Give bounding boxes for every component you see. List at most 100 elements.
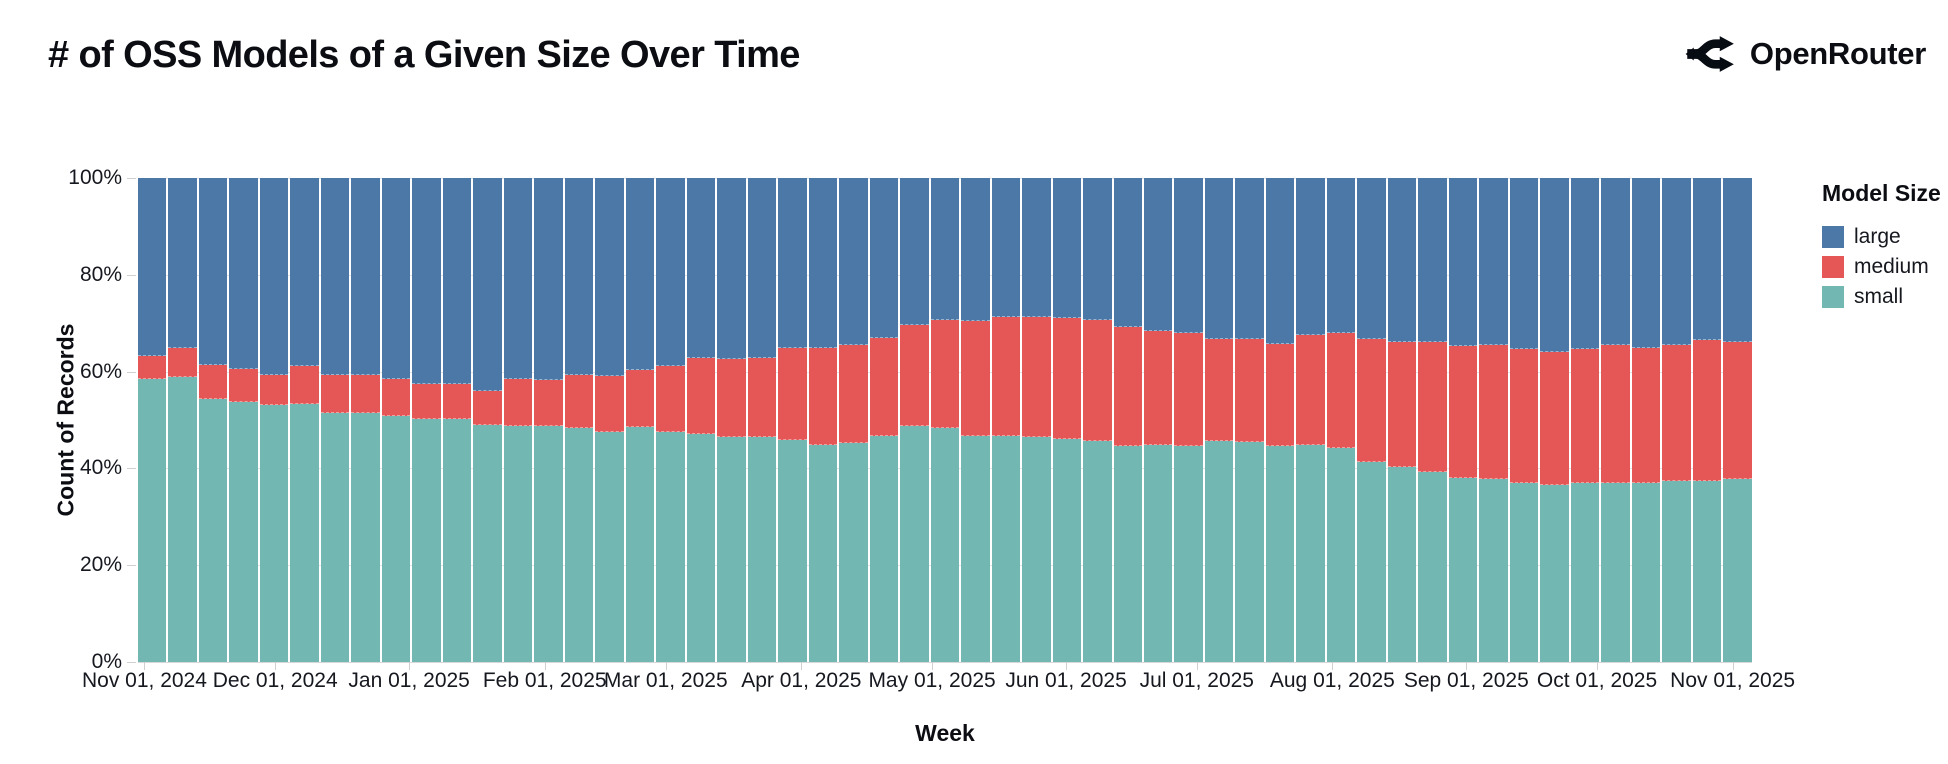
week-bar[interactable]	[412, 178, 441, 662]
week-bar[interactable]	[900, 178, 929, 662]
bar-segment-large[interactable]	[991, 178, 1021, 317]
week-bar[interactable]	[1479, 178, 1508, 662]
week-bar[interactable]	[1083, 178, 1112, 662]
bar-segment-medium[interactable]	[1265, 343, 1295, 446]
bar-segment-small[interactable]	[1265, 445, 1295, 662]
bar-segment-large[interactable]	[1113, 178, 1142, 328]
bar-segment-large[interactable]	[595, 178, 624, 376]
bar-segment-medium[interactable]	[1357, 338, 1386, 463]
bar-segment-small[interactable]	[1601, 482, 1630, 662]
bar-segment-large[interactable]	[168, 178, 197, 348]
bar-segment-small[interactable]	[412, 418, 441, 662]
bar-segment-medium[interactable]	[1540, 352, 1569, 485]
bar-segment-small[interactable]	[290, 404, 319, 662]
bar-segment-large[interactable]	[534, 178, 563, 381]
week-bar[interactable]	[381, 178, 411, 662]
bar-segment-large[interactable]	[869, 178, 899, 339]
bar-segment-small[interactable]	[839, 442, 868, 662]
week-bar[interactable]	[1265, 178, 1295, 662]
bar-segment-medium[interactable]	[1570, 349, 1600, 484]
bar-segment-medium[interactable]	[1662, 344, 1691, 481]
bar-segment-small[interactable]	[1479, 478, 1508, 662]
bar-segment-small[interactable]	[229, 402, 258, 662]
week-bar[interactable]	[1662, 178, 1691, 662]
bar-segment-small[interactable]	[351, 412, 380, 662]
week-bar[interactable]	[290, 178, 319, 662]
bar-segment-small[interactable]	[1143, 445, 1173, 662]
bar-segment-small[interactable]	[1235, 441, 1264, 662]
week-bar[interactable]	[503, 178, 533, 662]
week-bar[interactable]	[473, 178, 502, 662]
bar-segment-small[interactable]	[1204, 440, 1234, 662]
bar-segment-small[interactable]	[1540, 484, 1569, 662]
bar-segment-medium[interactable]	[839, 344, 868, 443]
bar-segment-medium[interactable]	[778, 347, 807, 441]
bar-segment-small[interactable]	[1357, 462, 1386, 662]
bar-segment-large[interactable]	[625, 178, 655, 370]
bar-segment-medium[interactable]	[1509, 349, 1539, 483]
bar-segment-small[interactable]	[686, 434, 716, 662]
bar-segment-small[interactable]	[1113, 446, 1142, 662]
bar-segment-large[interactable]	[1174, 178, 1203, 334]
bar-segment-medium[interactable]	[534, 380, 563, 426]
bar-segment-small[interactable]	[656, 431, 685, 662]
bar-segment-medium[interactable]	[138, 356, 167, 379]
bar-segment-medium[interactable]	[290, 366, 319, 405]
bar-segment-medium[interactable]	[1083, 319, 1112, 442]
week-bar[interactable]	[595, 178, 624, 662]
bar-segment-medium[interactable]	[564, 374, 594, 429]
bar-segment-large[interactable]	[412, 178, 441, 385]
bar-segment-medium[interactable]	[1448, 345, 1478, 479]
bar-segment-large[interactable]	[138, 178, 167, 357]
bar-segment-small[interactable]	[1662, 480, 1691, 662]
bar-segment-large[interactable]	[1692, 178, 1722, 341]
bar-segment-large[interactable]	[900, 178, 929, 326]
bar-segment-medium[interactable]	[320, 374, 350, 413]
bar-segment-large[interactable]	[503, 178, 533, 379]
bar-segment-small[interactable]	[138, 378, 167, 662]
week-bar[interactable]	[1692, 178, 1722, 662]
week-bar[interactable]	[839, 178, 868, 662]
bar-segment-large[interactable]	[1022, 178, 1051, 318]
week-bar[interactable]	[1204, 178, 1234, 662]
bar-segment-large[interactable]	[1509, 178, 1539, 350]
week-bar[interactable]	[1174, 178, 1203, 662]
bar-segment-large[interactable]	[351, 178, 380, 375]
bar-segment-medium[interactable]	[1479, 345, 1508, 479]
bar-segment-small[interactable]	[1418, 472, 1447, 662]
bar-segment-medium[interactable]	[1052, 318, 1082, 440]
bar-segment-medium[interactable]	[717, 359, 746, 437]
bar-segment-small[interactable]	[1326, 447, 1356, 662]
bar-segment-small[interactable]	[198, 398, 228, 662]
week-bar[interactable]	[1387, 178, 1417, 662]
bar-segment-large[interactable]	[320, 178, 350, 375]
bar-segment-large[interactable]	[747, 178, 777, 359]
bar-segment-small[interactable]	[747, 436, 777, 662]
bar-segment-medium[interactable]	[961, 320, 990, 436]
bar-segment-medium[interactable]	[1326, 333, 1356, 448]
bar-segment-large[interactable]	[686, 178, 716, 359]
bar-segment-large[interactable]	[1204, 178, 1234, 339]
week-bar[interactable]	[1540, 178, 1569, 662]
bar-segment-medium[interactable]	[1113, 327, 1142, 447]
bar-segment-small[interactable]	[808, 445, 838, 662]
bar-segment-medium[interactable]	[1296, 334, 1325, 445]
legend-item-small[interactable]: small	[1822, 282, 1941, 312]
week-bar[interactable]	[686, 178, 716, 662]
bar-segment-small[interactable]	[503, 426, 533, 662]
week-bar[interactable]	[1296, 178, 1325, 662]
bar-segment-large[interactable]	[1265, 178, 1295, 344]
week-bar[interactable]	[1631, 178, 1661, 662]
bar-segment-medium[interactable]	[198, 364, 228, 399]
bar-segment-large[interactable]	[808, 178, 838, 348]
week-bar[interactable]	[1570, 178, 1600, 662]
bar-segment-small[interactable]	[778, 440, 807, 662]
week-bar[interactable]	[991, 178, 1021, 662]
bar-segment-large[interactable]	[1723, 178, 1752, 343]
bar-segment-medium[interactable]	[259, 375, 289, 405]
bar-segment-large[interactable]	[1540, 178, 1569, 353]
bar-segment-small[interactable]	[534, 425, 563, 662]
bar-segment-large[interactable]	[564, 178, 594, 375]
bar-segment-small[interactable]	[1723, 478, 1752, 662]
bar-segment-medium[interactable]	[473, 390, 502, 425]
